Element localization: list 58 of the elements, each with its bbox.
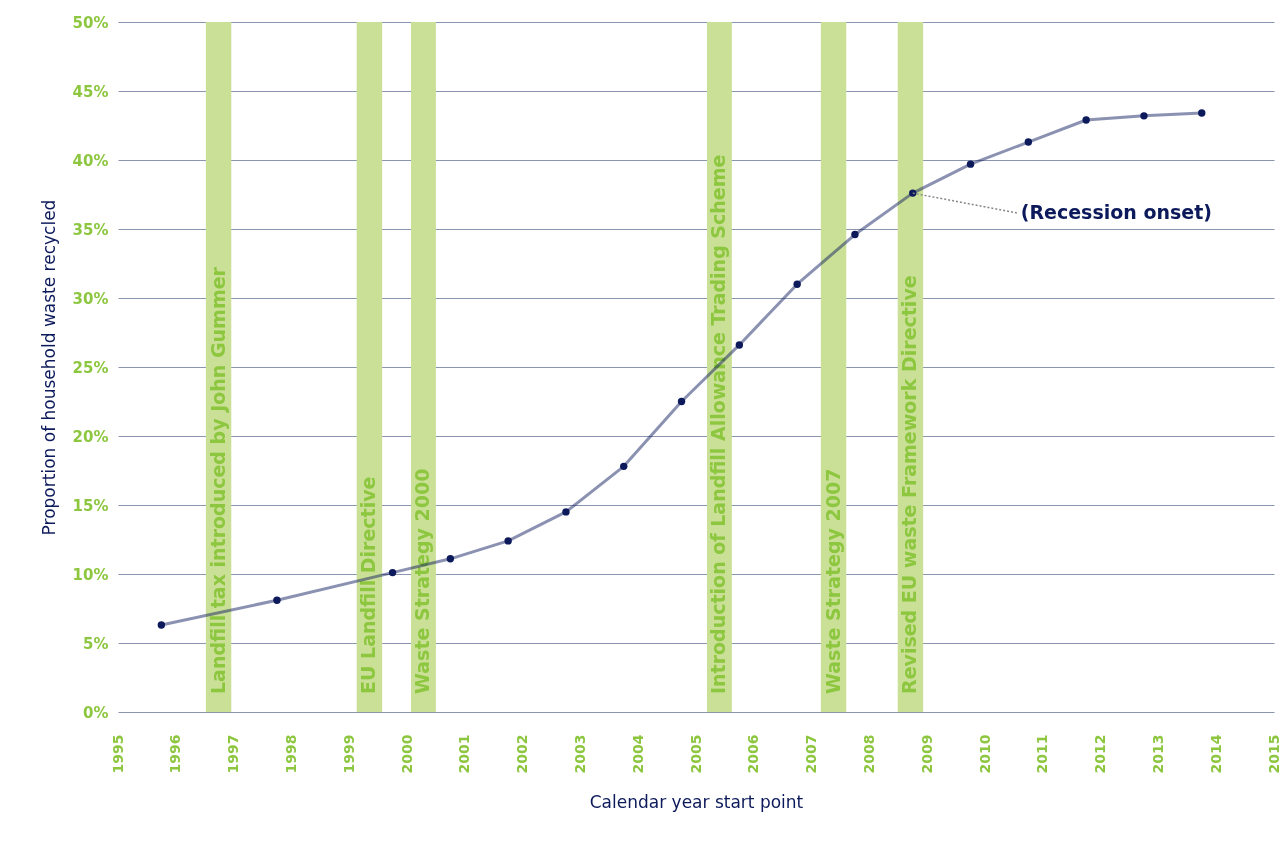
y-tick-label: 35%	[72, 220, 109, 239]
point	[966, 160, 975, 168]
point	[504, 537, 512, 545]
annotation: (Recession onset)	[1020, 201, 1212, 224]
x-tick-label: 2014	[1207, 734, 1224, 774]
x-tick-label: 1998	[282, 734, 299, 774]
x-tick-label: 2010	[976, 734, 993, 774]
point	[1198, 109, 1206, 117]
point	[157, 621, 166, 629]
band-label: Landfill tax introduced by John Gummer	[206, 266, 229, 694]
y-tick-label: 10%	[72, 565, 109, 584]
x-tick-label: 1996	[167, 734, 184, 774]
x-tick-label: 2008	[860, 734, 877, 774]
point	[793, 280, 801, 288]
x-tick-label: 2001	[456, 734, 473, 774]
point	[1140, 112, 1148, 120]
point	[735, 341, 744, 349]
x-tick-label: 1999	[340, 734, 357, 774]
y-tick-label: 20%	[72, 427, 109, 446]
band-label: Introduction of Landfill Allowance Trading Scheme	[707, 154, 730, 694]
point	[1082, 116, 1090, 124]
x-tick-label: 2012	[1092, 734, 1109, 774]
y-tick-label: 15%	[72, 496, 109, 515]
x-tick-label: 2005	[687, 734, 704, 774]
point	[388, 568, 397, 577]
band-label: EU Landfill Directive	[357, 476, 380, 694]
point	[562, 508, 570, 516]
x-tick-label: 2003	[571, 734, 588, 774]
x-tick-label: 2006	[745, 734, 762, 774]
x-tick-label: 2004	[629, 734, 646, 774]
y-tick-label: 25%	[72, 358, 109, 377]
y-tick-label: 5%	[83, 634, 109, 653]
y-tick-label: 45%	[72, 82, 109, 101]
x-tick-label: 2015	[1265, 734, 1282, 774]
point	[677, 397, 686, 406]
y-tick-label: 40%	[72, 151, 109, 170]
point	[1024, 138, 1033, 146]
y-tick-label: 0%	[83, 703, 109, 722]
y-tick-label: 30%	[72, 289, 109, 308]
y-tick-label: 50%	[72, 13, 109, 32]
x-tick-label: 1995	[109, 734, 126, 774]
y-axis-title: Proportion of household waste recycled	[38, 199, 59, 536]
point	[909, 189, 917, 197]
x-tick-label: 2007	[803, 734, 820, 774]
point	[620, 462, 628, 471]
point	[851, 230, 859, 239]
band-label: Revised EU waste Framework Directive	[898, 275, 921, 694]
x-tick-label: 2011	[1034, 734, 1051, 774]
x-tick-label: 2013	[1149, 734, 1166, 774]
x-tick-label: 2009	[918, 734, 935, 774]
band-label: Waste Strategy 2000	[411, 468, 434, 694]
x-tick-label: 2002	[514, 734, 531, 774]
x-axis-title: Calendar year start point	[589, 792, 804, 813]
point	[273, 596, 281, 604]
band-label: Waste Strategy 2007	[821, 468, 844, 694]
x-tick-label: 2000	[398, 734, 415, 774]
point	[446, 555, 455, 563]
x-tick-label: 1997	[225, 734, 242, 774]
